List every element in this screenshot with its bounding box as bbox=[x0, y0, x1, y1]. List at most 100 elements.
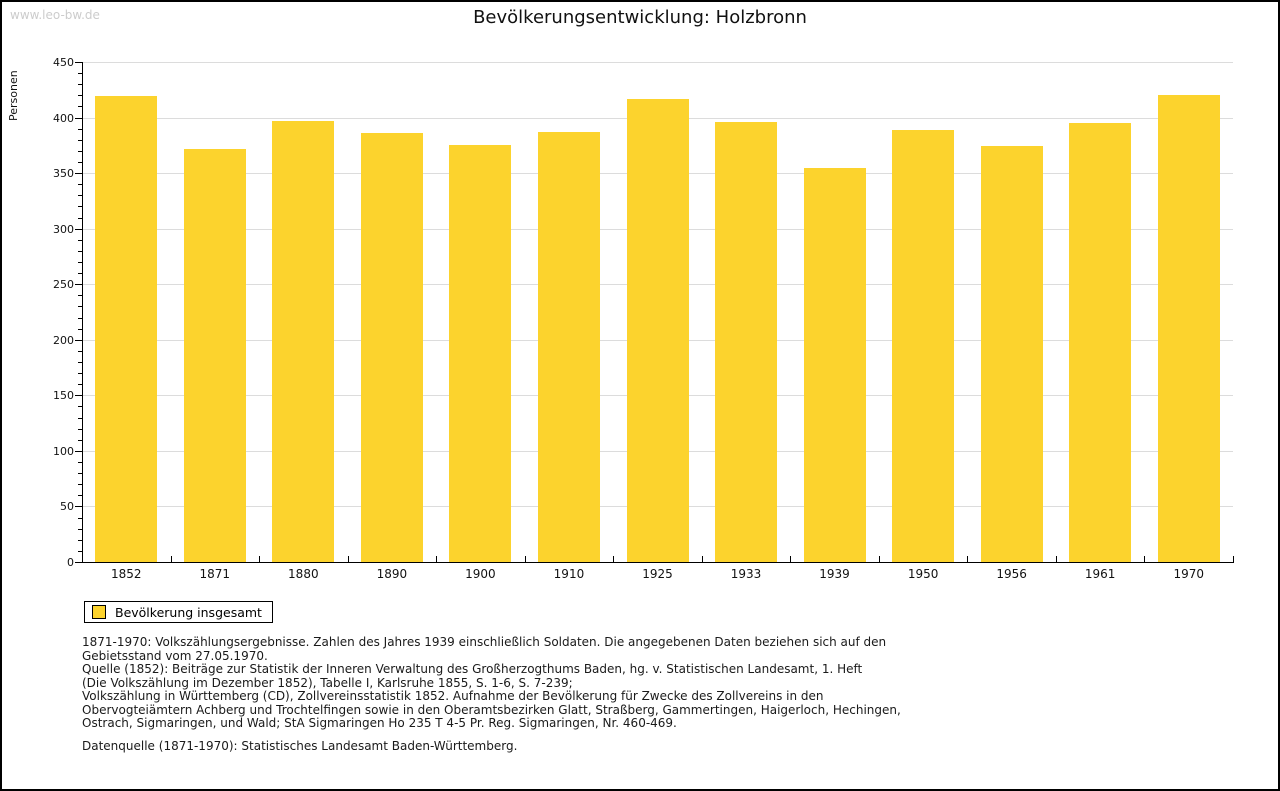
y-axis-major-tick bbox=[75, 228, 82, 230]
y-axis-minor-tick bbox=[78, 539, 82, 541]
y-axis-minor-tick bbox=[78, 195, 82, 197]
y-axis-minor-tick bbox=[78, 262, 82, 263]
x-axis-boundary-tick bbox=[524, 556, 526, 562]
bar-1910 bbox=[537, 132, 600, 562]
y-tick-label: 300 bbox=[53, 222, 74, 236]
y-axis-minor-tick bbox=[78, 295, 82, 297]
gridline bbox=[82, 62, 1233, 63]
x-axis-boundary-tick bbox=[1233, 556, 1234, 562]
y-axis-minor-tick bbox=[78, 184, 82, 186]
x-axis-boundary-tick bbox=[259, 556, 261, 562]
x-tick-label: 1871 bbox=[199, 567, 231, 581]
y-axis-minor-tick bbox=[78, 206, 82, 208]
chart-legend: Bevölkerung insgesamt bbox=[84, 601, 273, 623]
y-axis-minor-tick bbox=[78, 362, 82, 363]
y-axis-minor-tick bbox=[78, 106, 82, 108]
y-tick-label: 450 bbox=[53, 56, 74, 69]
bar-1933 bbox=[715, 122, 778, 562]
x-tick-label: 1939 bbox=[819, 567, 850, 581]
bar-1961 bbox=[1069, 123, 1132, 562]
bar-1871 bbox=[183, 148, 246, 562]
y-axis-minor-tick bbox=[78, 95, 82, 97]
y-axis-major-tick bbox=[75, 62, 82, 63]
y-tick-label: 250 bbox=[53, 278, 74, 292]
chart-datasource: Datenquelle (1871-1970): Statistisches L… bbox=[82, 739, 518, 753]
x-axis-boundary-tick bbox=[967, 556, 969, 562]
y-axis-minor-tick bbox=[78, 528, 82, 530]
bar-1890 bbox=[360, 133, 423, 562]
y-axis-minor-tick bbox=[78, 473, 82, 475]
x-axis-boundary-tick bbox=[878, 556, 880, 562]
y-axis-minor-tick bbox=[78, 73, 82, 75]
x-axis-boundary-tick bbox=[790, 556, 792, 562]
legend-swatch-icon bbox=[92, 605, 106, 619]
x-axis-boundary-tick bbox=[1144, 556, 1146, 562]
x-tick-label: 1961 bbox=[1084, 567, 1116, 581]
y-tick-label: 50 bbox=[60, 500, 74, 514]
y-axis-major-tick bbox=[75, 117, 82, 119]
bar-1956 bbox=[980, 146, 1043, 562]
bar-1925 bbox=[626, 98, 689, 562]
x-axis-boundary-tick bbox=[1055, 556, 1057, 562]
y-axis-minor-tick bbox=[78, 484, 82, 486]
y-axis-minor-tick bbox=[78, 406, 82, 408]
y-axis-minor-tick bbox=[78, 495, 82, 497]
x-axis-boundary-tick bbox=[170, 556, 172, 562]
bar-1900 bbox=[449, 145, 512, 562]
y-axis-minor-tick bbox=[78, 462, 82, 463]
x-tick-label: 1933 bbox=[730, 567, 762, 581]
x-axis-boundary-tick bbox=[436, 556, 438, 562]
y-axis-minor-tick bbox=[78, 328, 82, 330]
x-tick-label: 1890 bbox=[376, 567, 408, 581]
chart-footnote: 1871-1970: Volkszählungsergebnisse. Zahl… bbox=[82, 635, 901, 730]
y-axis-minor-tick bbox=[78, 384, 82, 386]
y-axis-minor-tick bbox=[78, 350, 82, 352]
chart-plot-area: 0 50 100 150 200 250 300 350 400 450 1852 1871 1880 1… bbox=[2, 2, 1280, 602]
y-axis-major-tick bbox=[75, 173, 82, 175]
y-axis-minor-tick bbox=[78, 517, 82, 519]
x-tick-label: 1900 bbox=[465, 567, 496, 581]
y-axis-major-tick bbox=[75, 562, 82, 563]
x-tick-label: 1910 bbox=[553, 567, 585, 581]
x-tick-label: 1925 bbox=[642, 567, 673, 581]
y-axis-minor-tick bbox=[78, 139, 82, 141]
x-tick-label: 1956 bbox=[996, 567, 1027, 581]
y-tick-label: 400 bbox=[53, 111, 74, 125]
y-axis-minor-tick bbox=[78, 428, 82, 430]
y-tick-label: 150 bbox=[53, 389, 74, 403]
y-axis-minor-tick bbox=[78, 306, 82, 308]
y-axis-major-tick bbox=[75, 284, 82, 286]
x-tick-label: 1950 bbox=[907, 567, 939, 581]
x-tick-label: 1970 bbox=[1173, 567, 1204, 581]
y-axis-minor-tick bbox=[78, 250, 82, 252]
y-axis-minor-tick bbox=[78, 317, 82, 319]
y-axis-minor-tick bbox=[78, 373, 82, 375]
legend-label: Bevölkerung insgesamt bbox=[115, 604, 262, 620]
y-axis-major-tick bbox=[75, 450, 82, 452]
x-axis-boundary-tick bbox=[613, 556, 615, 562]
x-axis-boundary-tick bbox=[701, 556, 703, 562]
x-axis-line bbox=[82, 562, 1234, 563]
y-axis-minor-tick bbox=[78, 439, 82, 441]
x-tick-label: 1852 bbox=[110, 567, 142, 581]
y-tick-label: 0 bbox=[67, 556, 74, 569]
y-axis-minor-tick bbox=[78, 162, 82, 163]
y-axis-line bbox=[82, 62, 83, 563]
y-axis-minor-tick bbox=[78, 550, 82, 552]
y-axis-major-tick bbox=[75, 506, 82, 508]
chart-title: Bevölkerungsentwicklung: Holzbronn bbox=[473, 7, 807, 28]
y-axis-minor-tick bbox=[78, 128, 82, 130]
y-axis-major-tick bbox=[75, 339, 82, 341]
bar-1970 bbox=[1157, 95, 1220, 562]
y-axis-minor-tick bbox=[78, 150, 82, 152]
y-axis-minor-tick bbox=[78, 239, 82, 241]
y-tick-label: 200 bbox=[53, 333, 74, 347]
x-axis-boundary-tick bbox=[347, 556, 349, 562]
bar-1880 bbox=[272, 120, 335, 562]
y-axis-minor-tick bbox=[78, 217, 82, 219]
x-tick-label: 1880 bbox=[288, 567, 319, 581]
y-axis-minor-tick bbox=[78, 84, 82, 86]
y-tick-label: 350 bbox=[53, 167, 74, 181]
site-watermark: www.leo-bw.de bbox=[10, 8, 100, 22]
